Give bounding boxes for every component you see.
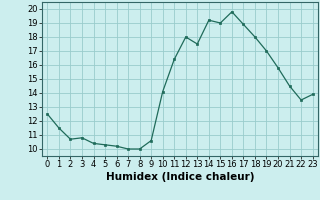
X-axis label: Humidex (Indice chaleur): Humidex (Indice chaleur): [106, 172, 254, 182]
